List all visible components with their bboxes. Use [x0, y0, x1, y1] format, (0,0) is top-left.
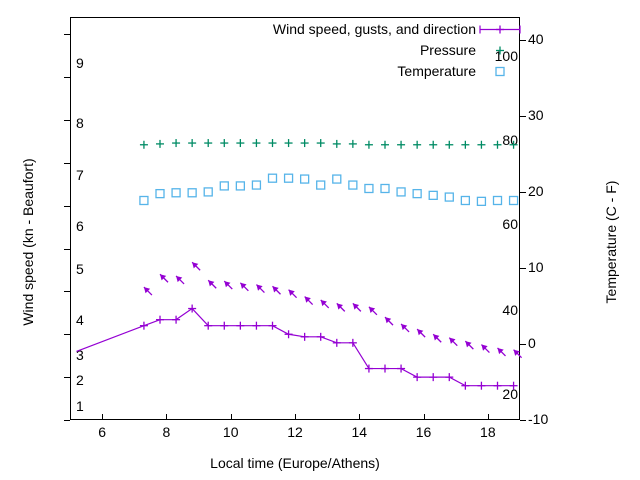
x-tick [230, 414, 232, 420]
x-tick [359, 414, 361, 420]
fahrenheit-label: 40 [502, 301, 518, 318]
beaufort-label: 6 [76, 218, 84, 235]
legend-sample-square [478, 61, 522, 82]
fahrenheit-label: 20 [502, 385, 518, 402]
beaufort-label: 1 [76, 398, 84, 415]
y2-tick [520, 343, 526, 345]
legend-item-label: Temperature [397, 63, 476, 79]
y2-tick [520, 420, 526, 421]
y2-tick [520, 191, 526, 193]
y-tick [64, 334, 70, 336]
legend-sample-line-with-plus [478, 19, 522, 40]
beaufort-label: 8 [76, 115, 84, 132]
y-tick [64, 119, 70, 121]
x-tick [102, 414, 104, 420]
y-tick [64, 248, 70, 250]
beaufort-label: 5 [76, 260, 84, 277]
y-tick [64, 162, 70, 164]
legend-item: Temperature [232, 61, 522, 82]
x-tick-label: 6 [98, 424, 107, 440]
x-tick-label: 10 [222, 424, 239, 440]
y-axis-title: Wind speed (kn - Beaufort) [20, 158, 36, 326]
fahrenheit-label: 80 [502, 131, 518, 148]
x-tick [166, 414, 168, 420]
beaufort-label: 3 [76, 346, 84, 363]
y2-tick-label: 10 [528, 258, 544, 275]
x-tick-label: 16 [415, 424, 432, 440]
y-tick [64, 420, 70, 421]
x-tick [423, 414, 425, 420]
x-axis-title: Local time (Europe/Athens) [210, 455, 380, 471]
y2-tick-label: 30 [528, 106, 544, 123]
x-tick-label: 18 [480, 424, 496, 440]
y2-axis-title: Temperature (C - F) [603, 180, 619, 304]
x-tick [487, 414, 489, 420]
y2-tick-label: 0 [528, 334, 536, 351]
legend-item: Wind speed, gusts, and direction [232, 19, 522, 40]
legend: Wind speed, gusts, and direction Pressure… [232, 19, 522, 82]
legend-item: Pressure [232, 40, 522, 61]
y-tick [64, 291, 70, 293]
y2-tick-label: 40 [528, 30, 544, 47]
x-tick-label: 8 [162, 424, 171, 440]
x-tick-label: 14 [351, 424, 368, 440]
y-tick [64, 205, 70, 207]
y2-tick-label: 20 [528, 182, 544, 199]
y2-tick [520, 39, 526, 41]
y-tick [64, 377, 70, 379]
y2-tick-label: -10 [528, 411, 549, 427]
beaufort-label: 7 [76, 166, 84, 183]
beaufort-label: 2 [76, 372, 84, 389]
y-tick [64, 77, 70, 79]
legend-item-label: Pressure [419, 42, 476, 58]
legend-sample-plus [478, 40, 522, 61]
legend-item-label: Wind speed, gusts, and direction [272, 21, 476, 37]
y2-tick [520, 115, 526, 117]
beaufort-label: 9 [76, 55, 84, 72]
x-tick [295, 414, 296, 420]
y-tick [64, 34, 70, 36]
fahrenheit-label: 60 [502, 216, 518, 233]
x-tick-label: 12 [287, 424, 303, 440]
y2-tick [520, 267, 526, 269]
beaufort-label: 4 [76, 312, 84, 329]
